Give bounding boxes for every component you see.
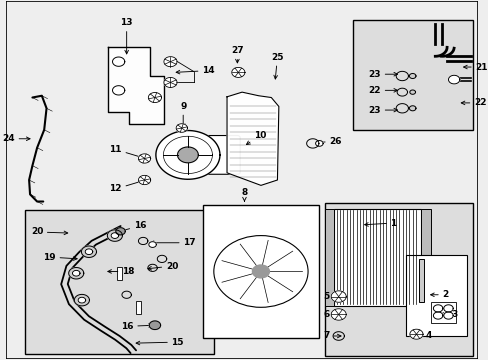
Polygon shape xyxy=(176,124,187,132)
Text: 17: 17 xyxy=(150,238,195,247)
Polygon shape xyxy=(74,294,89,306)
Text: 22: 22 xyxy=(368,86,397,95)
Text: 16: 16 xyxy=(119,221,146,232)
Text: 25: 25 xyxy=(271,53,283,79)
Bar xyxy=(324,203,472,356)
Text: 24: 24 xyxy=(2,134,30,143)
Text: 23: 23 xyxy=(368,105,397,114)
Bar xyxy=(418,259,424,302)
Text: 19: 19 xyxy=(43,253,77,262)
Polygon shape xyxy=(409,90,415,94)
Polygon shape xyxy=(81,246,96,257)
Polygon shape xyxy=(156,131,220,179)
Text: 7: 7 xyxy=(322,332,340,341)
Bar xyxy=(430,302,456,323)
Text: 10: 10 xyxy=(246,131,265,145)
Text: 21: 21 xyxy=(463,63,487,72)
Polygon shape xyxy=(226,92,278,185)
Text: 13: 13 xyxy=(120,18,133,54)
Polygon shape xyxy=(443,312,452,319)
Text: 8: 8 xyxy=(241,188,247,201)
Polygon shape xyxy=(409,329,422,339)
Bar xyxy=(203,205,318,338)
Text: 18: 18 xyxy=(108,267,134,276)
Polygon shape xyxy=(85,249,93,255)
Text: 11: 11 xyxy=(109,145,143,158)
FancyBboxPatch shape xyxy=(187,135,240,174)
Polygon shape xyxy=(107,230,122,241)
Text: 16: 16 xyxy=(121,322,152,331)
Text: 2: 2 xyxy=(430,290,447,299)
Text: 20: 20 xyxy=(31,228,67,237)
Text: 14: 14 xyxy=(176,66,214,75)
Polygon shape xyxy=(163,77,177,87)
Polygon shape xyxy=(148,93,161,103)
Polygon shape xyxy=(107,47,164,125)
Polygon shape xyxy=(69,267,83,279)
Text: 3: 3 xyxy=(439,310,457,319)
Text: 27: 27 xyxy=(231,46,243,63)
Polygon shape xyxy=(315,140,323,146)
Text: 6: 6 xyxy=(323,310,340,319)
Polygon shape xyxy=(408,106,415,111)
Polygon shape xyxy=(72,270,80,276)
Polygon shape xyxy=(148,242,156,247)
Polygon shape xyxy=(112,57,124,66)
Polygon shape xyxy=(330,291,346,302)
Polygon shape xyxy=(443,305,452,312)
Polygon shape xyxy=(112,86,124,95)
Polygon shape xyxy=(447,75,459,84)
Polygon shape xyxy=(177,147,198,163)
Polygon shape xyxy=(138,175,150,185)
Bar xyxy=(117,267,122,280)
Bar xyxy=(324,209,333,306)
Bar xyxy=(333,209,420,306)
Polygon shape xyxy=(78,297,85,303)
Text: 5: 5 xyxy=(323,292,340,301)
Text: 15: 15 xyxy=(136,338,183,347)
Polygon shape xyxy=(163,57,177,67)
Bar xyxy=(135,301,141,314)
Polygon shape xyxy=(138,154,150,163)
Bar xyxy=(25,211,213,354)
Polygon shape xyxy=(111,233,119,238)
Polygon shape xyxy=(116,228,125,235)
Polygon shape xyxy=(231,67,244,77)
Text: 22: 22 xyxy=(460,98,486,107)
Bar xyxy=(405,255,467,336)
Bar xyxy=(420,209,430,306)
Text: 23: 23 xyxy=(368,70,397,79)
Polygon shape xyxy=(149,321,160,329)
Text: 12: 12 xyxy=(109,180,143,193)
Polygon shape xyxy=(408,73,415,78)
Bar xyxy=(352,21,472,130)
Text: 1: 1 xyxy=(364,219,396,228)
Text: 4: 4 xyxy=(411,332,431,341)
Text: 26: 26 xyxy=(317,137,341,146)
Text: 20: 20 xyxy=(147,262,178,271)
Circle shape xyxy=(252,265,269,278)
Polygon shape xyxy=(432,305,442,312)
Text: 9: 9 xyxy=(180,102,186,127)
Polygon shape xyxy=(432,312,442,319)
Polygon shape xyxy=(330,309,346,320)
